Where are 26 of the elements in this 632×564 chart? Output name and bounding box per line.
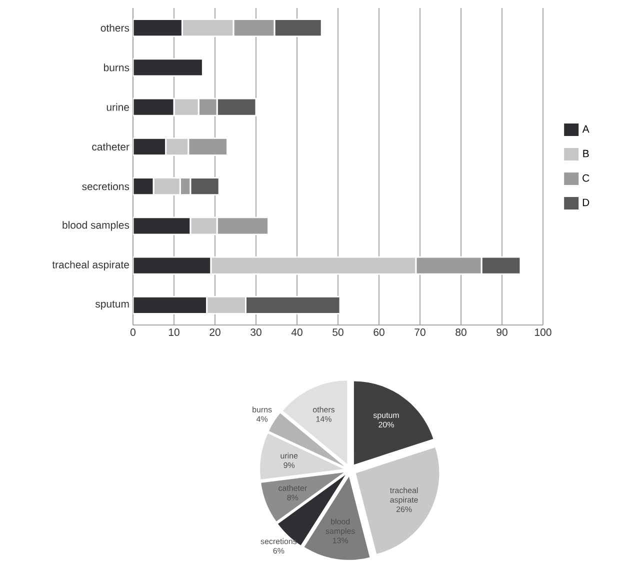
x-tick-label: 10 xyxy=(168,328,180,336)
legend-label: C xyxy=(582,174,590,182)
x-tick-label: 20 xyxy=(210,328,220,336)
bar xyxy=(133,296,208,314)
x-tick-label: 50 xyxy=(332,328,344,336)
x-tick-label: 100 xyxy=(535,328,552,336)
legend-label: D xyxy=(582,198,590,206)
x-tick-label: 80 xyxy=(456,328,466,336)
x-tick-label: 90 xyxy=(496,328,508,336)
y-tick-label: secretions xyxy=(82,182,130,190)
x-tick-label: 30 xyxy=(250,328,262,336)
legend-label: B xyxy=(583,150,589,158)
x-tick-label: 70 xyxy=(414,328,426,336)
bar xyxy=(133,58,204,77)
bar xyxy=(133,256,212,275)
y-tick-label: catheter xyxy=(92,142,130,151)
y-tick-label: others xyxy=(100,24,130,32)
y-tick-label: burns xyxy=(104,64,130,72)
y-tick-label: sputum xyxy=(95,300,129,310)
x-tick-label: 40 xyxy=(291,328,302,336)
legend-label: A xyxy=(582,125,590,133)
x-tick-label: 60 xyxy=(374,328,384,336)
y-tick-label: urine xyxy=(106,103,129,111)
y-tick-label: blood samples xyxy=(62,221,130,231)
y-tick-label: tracheal aspirate xyxy=(52,260,129,270)
x-tick-label: 0 xyxy=(130,328,136,336)
